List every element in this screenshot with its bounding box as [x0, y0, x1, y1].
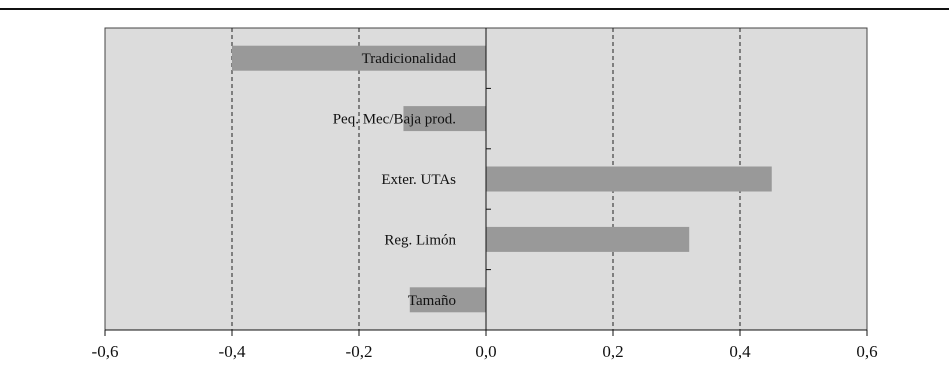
category-label: Exter. UTAs — [381, 172, 456, 188]
category-labels: Tradicionalidad Peq. Mec/Baja prod. Exter.… — [333, 51, 457, 309]
category-label: Peq. Mec/Baja prod. — [333, 112, 456, 128]
bar — [409, 287, 486, 313]
x-tick-label: 0,0 — [475, 342, 496, 361]
bars — [232, 45, 772, 313]
x-tick-label: 0,6 — [856, 342, 877, 361]
bar — [486, 226, 690, 252]
category-label: Tradicionalidad — [362, 51, 457, 67]
x-tick-labels: -0,6 -0,4 -0,2 0,0 0,2 0,4 0,6 — [92, 342, 878, 361]
x-tick-label: -0,6 — [92, 342, 119, 361]
axes — [104, 28, 868, 336]
x-tick-label: -0,2 — [346, 342, 373, 361]
x-tick-label: 0,4 — [729, 342, 751, 361]
x-tick-label: -0,4 — [219, 342, 246, 361]
category-label: Reg. Limón — [384, 232, 456, 248]
bar — [232, 45, 486, 71]
bar — [403, 106, 486, 132]
category-label: Tamaño — [408, 293, 456, 309]
x-tick-label: 0,2 — [602, 342, 623, 361]
bar — [486, 166, 772, 192]
